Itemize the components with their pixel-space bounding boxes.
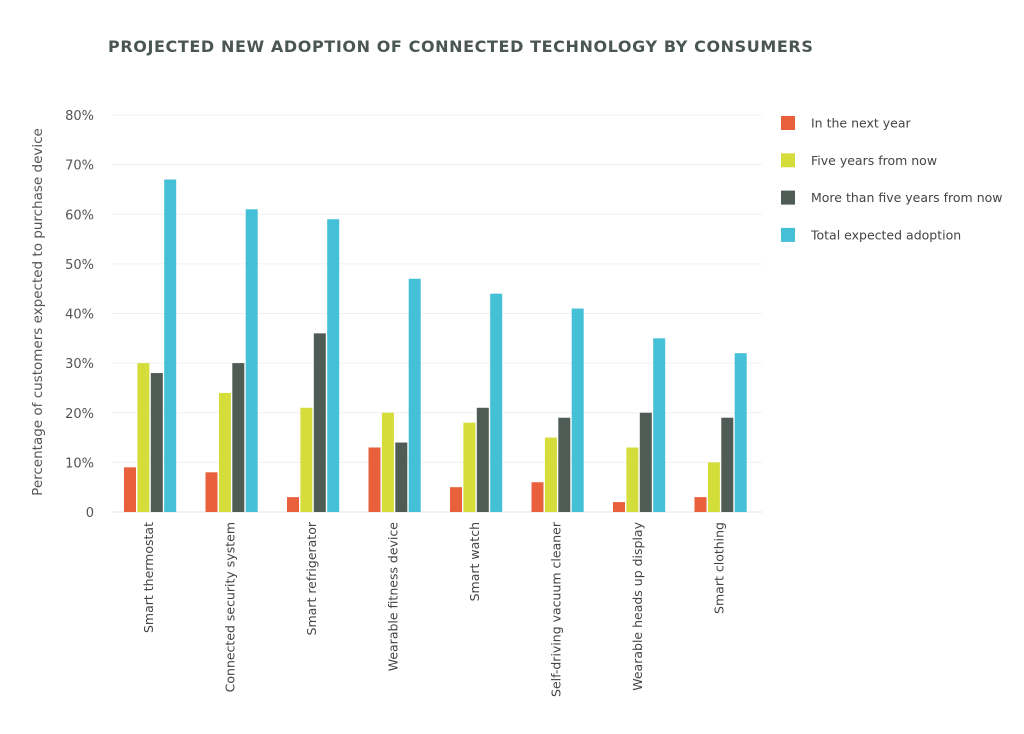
legend-swatch — [781, 190, 795, 205]
y-tick-label: 30% — [65, 357, 94, 372]
bar-0-0 — [124, 467, 136, 512]
bar-6-2 — [639, 412, 652, 512]
y-tick-label: 70% — [65, 159, 94, 174]
bar-4-2 — [476, 407, 489, 512]
y-tick-label: 60% — [65, 208, 94, 223]
bar-6-1 — [626, 447, 639, 512]
y-tick-label: 80% — [65, 109, 94, 124]
y-tick-label: 10% — [65, 456, 94, 471]
legend-label: In the next year — [811, 116, 911, 131]
y-tick-label: 20% — [65, 407, 94, 422]
bar-7-0 — [694, 497, 707, 512]
bar-0-1 — [137, 363, 150, 512]
x-tick-label: Smart watch — [467, 522, 482, 601]
legend-swatch — [781, 116, 795, 130]
legend-label: More than five years from now — [811, 190, 1003, 205]
bar-7-2 — [721, 417, 734, 512]
bar-2-0 — [287, 497, 299, 512]
legend-swatch — [781, 153, 795, 168]
bar-6-0 — [613, 502, 625, 512]
bar-1-0 — [205, 472, 218, 512]
legend-label: Total expected adoption — [810, 227, 961, 242]
bar-3-1 — [381, 412, 394, 512]
x-tick-label: Wearable heads up display — [630, 521, 645, 690]
y-tick-label: 0 — [86, 506, 94, 521]
x-tick-label: Connected security system — [222, 522, 237, 692]
bar-1-2 — [232, 363, 245, 512]
y-axis-label: Percentage of customers expected to purc… — [30, 128, 46, 496]
x-tick-label: Self-driving vacuum cleaner — [548, 521, 563, 697]
bar-6-3 — [653, 338, 666, 512]
bar-3-3 — [408, 278, 421, 512]
x-tick-label: Wearable fitness device — [385, 522, 400, 672]
bar-3-0 — [368, 447, 381, 512]
bar-0-2 — [150, 373, 163, 512]
bar-5-0 — [531, 482, 544, 512]
x-tick-label: Smart refrigerator — [304, 521, 319, 635]
bar-2-3 — [327, 219, 340, 512]
y-tick-label: 50% — [65, 258, 94, 273]
bar-4-3 — [490, 293, 503, 512]
bar-1-3 — [245, 209, 258, 512]
x-tick-label: Smart thermostat — [141, 522, 156, 633]
legend-label: Five years from now — [811, 153, 937, 168]
bar-4-1 — [463, 422, 476, 512]
bar-5-1 — [544, 437, 557, 512]
x-tick-label: Smart clothing — [711, 522, 726, 614]
bar-1-1 — [218, 392, 231, 512]
bar-5-2 — [558, 417, 571, 512]
legend-swatch — [781, 227, 795, 242]
bar-5-3 — [571, 308, 584, 512]
bar-3-2 — [395, 442, 408, 512]
bar-7-1 — [707, 462, 720, 512]
bar-0-3 — [164, 179, 177, 512]
bar-2-2 — [313, 333, 326, 512]
bar-4-0 — [450, 487, 462, 512]
bar-7-3 — [734, 353, 747, 512]
y-tick-label: 40% — [65, 308, 94, 323]
chart-title: PROJECTED NEW ADOPTION OF CONNECTED TECH… — [108, 37, 813, 56]
bar-2-1 — [300, 407, 313, 512]
